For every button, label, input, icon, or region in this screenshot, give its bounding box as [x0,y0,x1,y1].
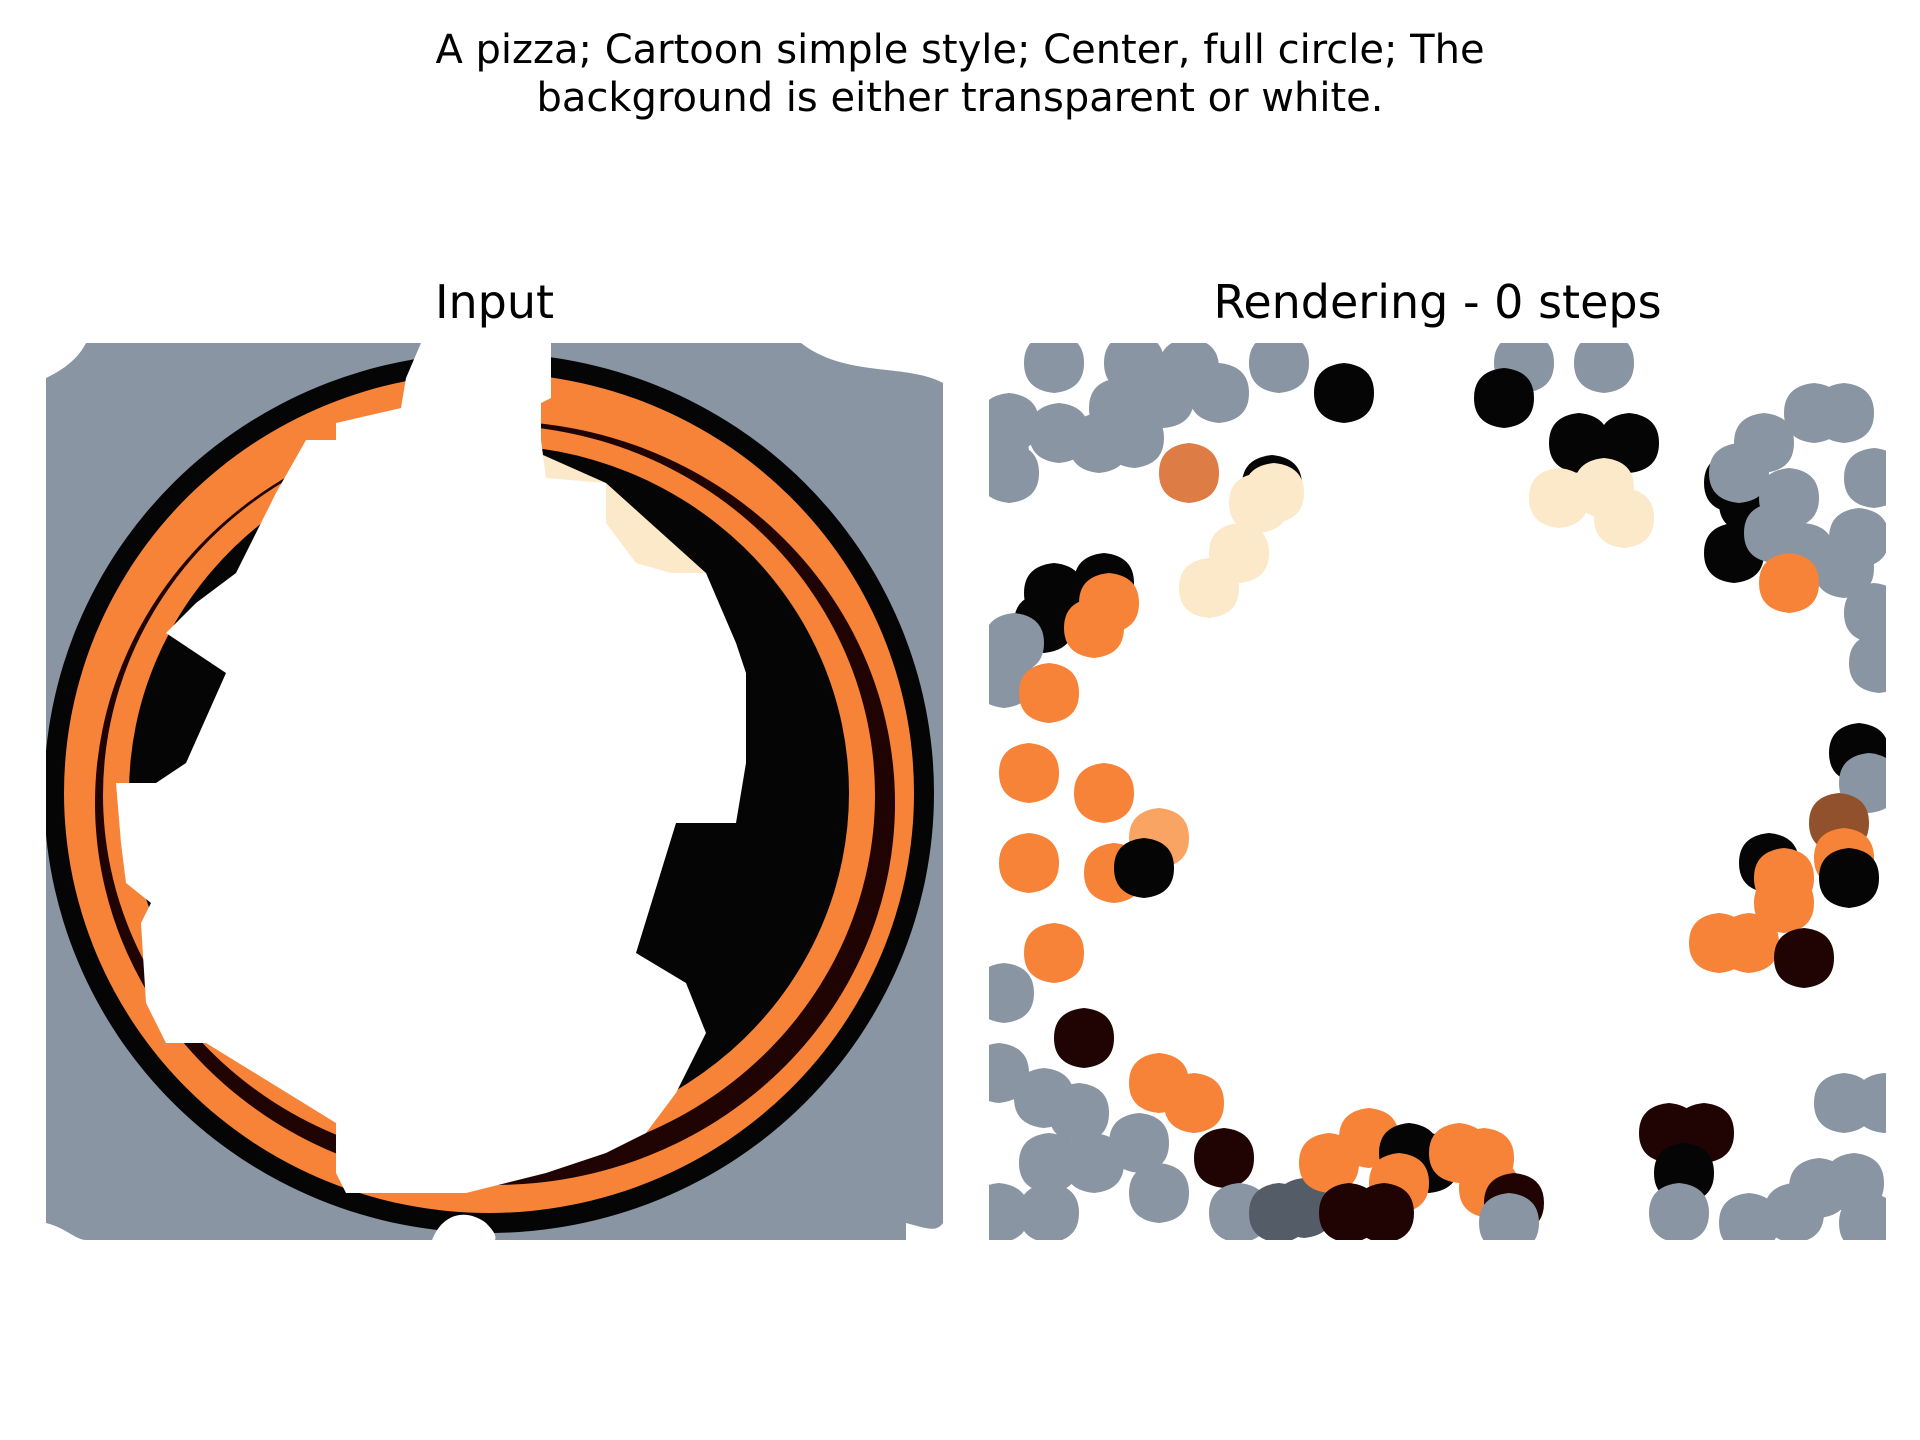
paint-blob [1074,763,1134,823]
input-panel-title: Input [434,275,555,329]
caption-line-1: A pizza; Cartoon simple style; Center, f… [435,27,1485,73]
paint-blob [1529,468,1589,528]
paint-blob [1574,343,1634,393]
paint-blob [1019,663,1079,723]
paint-blob [1474,368,1534,428]
rendering-image [989,343,1886,1240]
paint-blob [1759,553,1819,613]
paint-blob [1159,443,1219,503]
paint-blob [1024,343,1084,393]
paint-blob [999,743,1059,803]
paint-blob [1179,558,1239,618]
paint-blob [1844,583,1886,643]
paint-blob [1814,383,1874,443]
paint-blob [1064,1133,1124,1193]
paint-blob [1754,873,1814,933]
paint-blob [1479,1193,1539,1240]
paint-blob [1759,468,1819,528]
paint-blob [1839,1193,1886,1240]
paint-blob [1854,1073,1886,1133]
paint-blob [999,833,1059,893]
paint-blob [1719,913,1779,973]
paint-blob [1194,1128,1254,1188]
rendering-panel-title: Rendering - 0 steps [1213,275,1662,329]
paint-blob [1249,1183,1309,1240]
input-image-panel [46,343,943,1240]
paint-blob [1109,1113,1169,1173]
paint-blob [1819,848,1879,908]
paint-blob [1319,1183,1379,1240]
paint-blob [1244,463,1304,523]
paint-blob [1649,1183,1709,1240]
paint-blob [1719,1193,1779,1240]
caption-line-2: background is either transparent or whit… [536,75,1384,121]
paint-blob [1549,413,1609,473]
paint-blob [1314,363,1374,423]
paint-blob [1019,1183,1079,1240]
paint-blob [1844,448,1886,508]
paint-blob [1054,1008,1114,1068]
paint-blob [1114,838,1174,898]
paint-blob [989,963,1034,1023]
paint-blob [1064,598,1124,658]
paint-blob [989,443,1039,503]
paint-blob [1849,633,1886,693]
paint-blob [1164,1073,1224,1133]
paint-blob [1024,923,1084,983]
paint-blob [1019,1133,1079,1193]
paint-blob [989,1183,1029,1240]
figure-caption: A pizza; Cartoon simple style; Center, f… [360,26,1560,122]
paint-blob [1709,443,1769,503]
paint-blob [1049,1083,1109,1143]
paint-blob [1829,508,1886,568]
paint-blob [1774,928,1834,988]
paint-blob [1594,488,1654,548]
paint-blob [1189,363,1249,423]
paint-blob [1599,413,1659,473]
paint-blob [1454,1128,1514,1188]
paint-blob [1249,343,1309,393]
input-pizza-image [46,343,943,1240]
paint-blob [1104,408,1164,468]
paint-blob [1129,1163,1189,1223]
rendering-image-panel [989,343,1886,1240]
